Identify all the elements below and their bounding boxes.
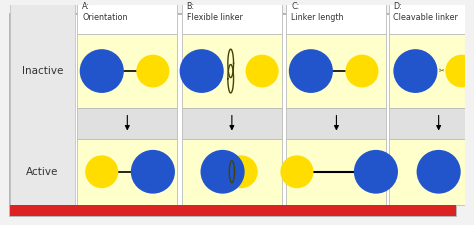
Bar (286, 0, 386, 34)
Ellipse shape (354, 150, 398, 194)
Ellipse shape (281, 155, 313, 188)
Ellipse shape (131, 150, 175, 194)
Bar (77, 0, 177, 34)
Bar (389, 139, 474, 205)
Bar (286, 139, 386, 205)
Text: ✂: ✂ (438, 68, 444, 74)
Ellipse shape (137, 55, 169, 88)
Text: Inactive: Inactive (22, 66, 63, 76)
Text: B:
Flexible linker: B: Flexible linker (187, 2, 242, 22)
Text: C:
Linker length: C: Linker length (291, 2, 344, 22)
Ellipse shape (80, 49, 124, 93)
Ellipse shape (446, 55, 474, 88)
Bar (77, 139, 177, 205)
Ellipse shape (201, 150, 245, 194)
Ellipse shape (393, 49, 438, 93)
Ellipse shape (85, 155, 118, 188)
Bar (10, 0, 75, 205)
Ellipse shape (417, 150, 461, 194)
Text: D:
Cleavable linker: D: Cleavable linker (393, 2, 458, 22)
Bar (389, 108, 474, 139)
Text: Active: Active (27, 167, 59, 177)
Bar (77, 34, 177, 108)
Bar (182, 34, 282, 108)
Bar (286, 34, 386, 108)
Ellipse shape (180, 49, 224, 93)
Ellipse shape (225, 155, 258, 188)
Ellipse shape (289, 49, 333, 93)
Bar (389, 0, 474, 34)
Ellipse shape (246, 55, 279, 88)
Bar (182, 0, 282, 34)
Bar (77, 108, 177, 139)
Text: A:
Orientation: A: Orientation (82, 2, 128, 22)
Bar (182, 108, 282, 139)
Bar (286, 108, 386, 139)
Ellipse shape (346, 55, 379, 88)
Bar (182, 139, 282, 205)
Bar (389, 34, 474, 108)
Bar (10, 205, 456, 216)
